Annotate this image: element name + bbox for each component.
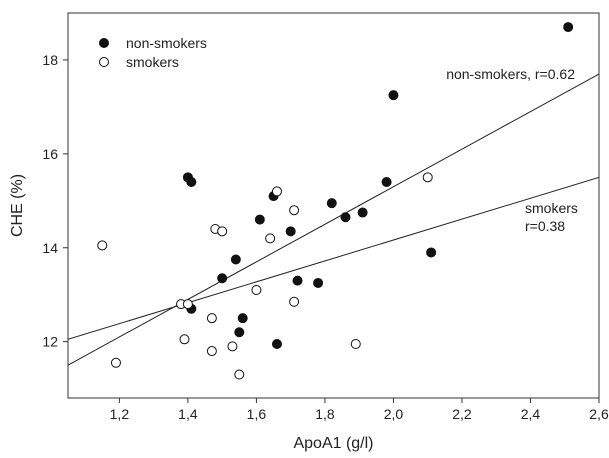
data-point-smokers [206, 346, 217, 357]
x-tick-label: 1,2 [110, 406, 130, 422]
annotation-non-smokers-fit: non-smokers, r=0.62 [446, 66, 575, 82]
y-tick-label: 16 [42, 146, 58, 162]
data-point-smokers [217, 226, 228, 237]
x-tick-label: 2,4 [521, 406, 541, 422]
y-tick-label: 18 [42, 52, 58, 68]
data-point-smokers [271, 186, 282, 197]
data-point-non-smokers [313, 277, 324, 288]
data-point-non-smokers [292, 275, 303, 286]
data-point-smokers [227, 341, 238, 352]
legend-marker-non-smokers [99, 38, 109, 48]
data-point-smokers [265, 233, 276, 244]
legend-label-smokers: smokers [126, 54, 179, 70]
annotation-smokers-fit-line1: smokers [525, 200, 578, 216]
x-tick-label: 2,0 [384, 406, 404, 422]
data-point-non-smokers [357, 207, 368, 218]
data-point-non-smokers [388, 90, 399, 101]
x-tick-label: 1,4 [178, 406, 198, 422]
y-tick-label: 14 [42, 240, 58, 256]
regression-line-smokers [68, 176, 599, 340]
x-tick-label: 1,6 [247, 406, 267, 422]
y-axis-title: CHE (%) [9, 174, 26, 237]
data-point-smokers [289, 296, 300, 307]
data-point-non-smokers [426, 247, 437, 258]
data-point-non-smokers [186, 177, 197, 188]
data-point-smokers [206, 313, 217, 324]
data-point-smokers [110, 357, 121, 368]
data-point-non-smokers [217, 273, 228, 284]
data-point-non-smokers [237, 313, 248, 324]
data-point-non-smokers [234, 327, 245, 338]
data-point-non-smokers [285, 226, 296, 237]
data-point-smokers [422, 172, 433, 183]
x-tick-label: 1,8 [315, 406, 335, 422]
data-point-smokers [350, 339, 361, 350]
data-point-non-smokers [563, 22, 574, 33]
legend-marker-smokers [99, 57, 109, 67]
legend-label-non-smokers: non-smokers [126, 35, 207, 51]
data-point-non-smokers [381, 177, 392, 188]
data-point-smokers [182, 299, 193, 310]
data-point-non-smokers [254, 214, 265, 225]
data-point-non-smokers [340, 212, 351, 223]
x-tick-label: 2,6 [589, 406, 609, 422]
x-tick-label: 2,2 [452, 406, 472, 422]
plot-frame [67, 12, 600, 399]
legend: non-smokers smokers [99, 35, 207, 70]
data-point-smokers [179, 334, 190, 345]
data-point-smokers [97, 240, 108, 251]
regression-line-non-smokers [68, 73, 599, 366]
data-point-non-smokers [326, 198, 337, 209]
annotation-smokers-fit-line2: r=0.38 [525, 218, 565, 234]
x-axis-title: ApoA1 (g/l) [293, 435, 373, 452]
y-tick-label: 12 [42, 334, 58, 350]
data-point-smokers [289, 205, 300, 216]
data-point-smokers [234, 369, 245, 380]
data-point-smokers [251, 285, 262, 296]
data-point-non-smokers [230, 254, 241, 265]
data-point-non-smokers [271, 339, 282, 350]
